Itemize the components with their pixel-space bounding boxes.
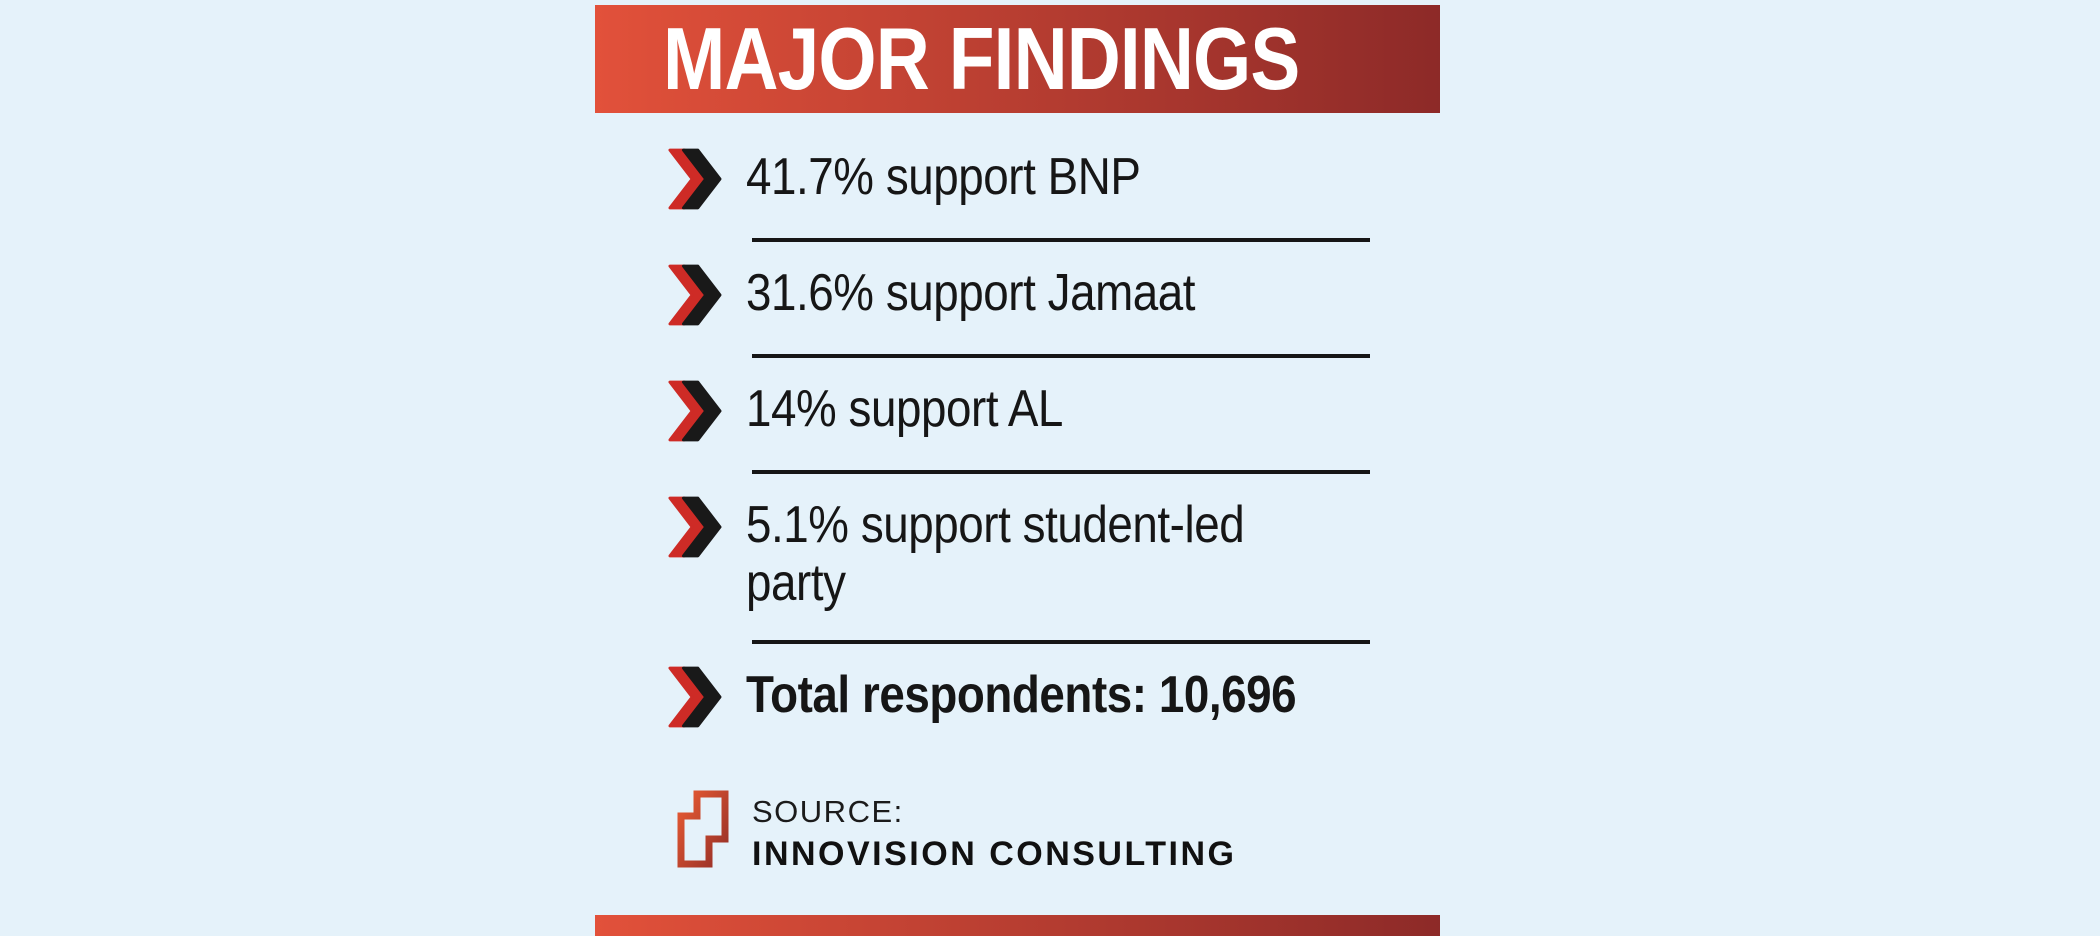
separator-line [752,640,1370,644]
separator-line [752,238,1370,242]
separator-line [752,470,1370,474]
finding-text: 5.1% support student-led party [746,496,1245,612]
source-logo-icon [677,790,729,868]
double-chevron-icon [668,496,722,558]
finding-item: 31.6% support Jamaat [595,264,1440,326]
finding-item-total: Total respondents: 10,696 [595,666,1440,728]
finding-text: 41.7% support BNP [746,148,1141,206]
double-chevron-icon [668,264,722,326]
header-banner: MAJOR FINDINGS [595,5,1440,113]
double-chevron-icon [668,380,722,442]
page-title: MAJOR FINDINGS [663,9,1300,108]
source-name: INNOVISION CONSULTING [752,835,1237,873]
finding-item: 41.7% support BNP [595,148,1440,210]
finding-text: 14% support AL [746,380,1063,438]
source-block: SOURCE: INNOVISION CONSULTING [595,790,1440,876]
double-chevron-icon [668,666,722,728]
findings-list: 41.7% support BNP 31.6% support Jamaat 1… [595,148,1440,876]
source-label: SOURCE: [752,794,904,829]
finding-item: 5.1% support student-led party [595,496,1440,612]
separator-line [752,354,1370,358]
double-chevron-icon [668,148,722,210]
finding-item: 14% support AL [595,380,1440,442]
footer-banner [595,915,1440,936]
infographic-panel: MAJOR FINDINGS 41.7% support BNP 31.6% s… [595,0,1440,936]
finding-text: 31.6% support Jamaat [746,264,1196,322]
total-respondents-text: Total respondents: 10,696 [746,666,1297,724]
source-texts: SOURCE: INNOVISION CONSULTING [752,790,1236,876]
